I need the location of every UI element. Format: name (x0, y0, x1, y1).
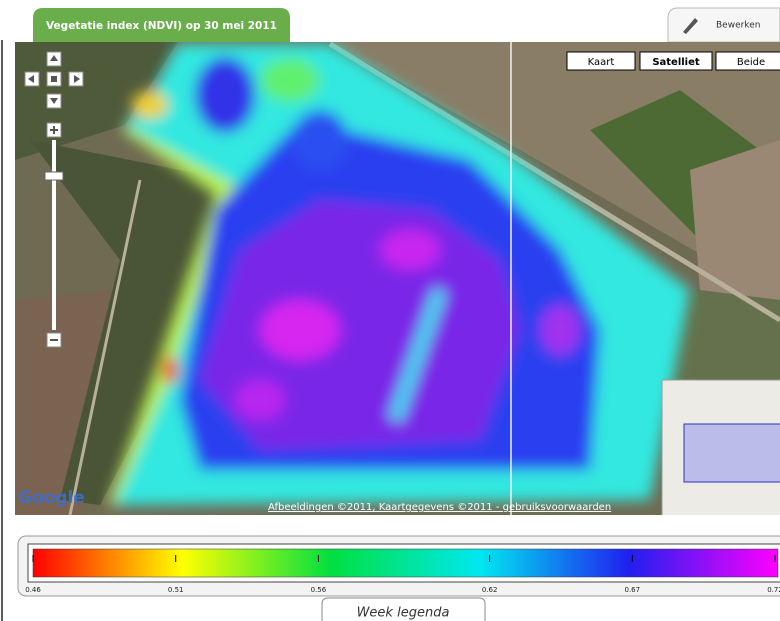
ndvi-zone (195, 57, 255, 133)
legend-tab[interactable] (321, 597, 486, 621)
zoom-thumb[interactable] (44, 171, 64, 181)
road (68, 179, 142, 515)
attribution[interactable]: Afbeeldingen ©2011, Kaartgegevens ©2011 … (268, 502, 611, 513)
legend-tick-label: 0.72 (767, 586, 780, 594)
ndvi-zone (235, 380, 285, 420)
legend-tick-label: 0.56 (311, 586, 327, 594)
legend-tick-label: 0.46 (25, 586, 41, 594)
map-type-label: Satelliet (652, 57, 700, 68)
ndvi-zone (162, 356, 178, 384)
plus-icon (50, 126, 58, 134)
map-type-button[interactable] (639, 51, 713, 71)
ndvi-zone (540, 305, 580, 355)
ndvi-zone (200, 200, 520, 450)
legend-ticks: 0.46 0.51 0.56 0.62 0.67 0.72 (25, 555, 780, 594)
arrow-icon (74, 75, 80, 83)
ndvi-zone (260, 58, 320, 102)
ndvi-zone (292, 110, 348, 170)
ndvi-zone (380, 230, 440, 270)
google-logo: Google (18, 488, 85, 508)
map-type-label: Beide (737, 57, 765, 68)
ndvi-zone (132, 91, 168, 119)
center-icon (51, 76, 57, 82)
ndvi-zone (260, 300, 340, 360)
arrow-icon (50, 98, 58, 104)
arrow-icon (50, 55, 58, 61)
legend-tick-label: 0.51 (168, 586, 184, 594)
legend-tick-label: 0.67 (625, 586, 641, 594)
satellite (660, 290, 780, 380)
satellite (690, 140, 780, 300)
edit-icon (683, 18, 698, 34)
map[interactable]: Google Afbeeldingen ©2011, Kaartgegevens… (15, 42, 780, 520)
pan-control (24, 51, 84, 348)
ndvi-zone (388, 287, 447, 423)
legend-tick-label: 0.62 (482, 586, 498, 594)
arrow-icon (28, 75, 34, 83)
map-type-label: Kaart (588, 57, 615, 68)
legend-gradient (32, 548, 779, 578)
map-type-control: Kaart Satelliet Beide (566, 51, 780, 71)
map-type-button[interactable] (715, 51, 780, 71)
ndvi-overlay (108, 44, 690, 505)
map-type-button[interactable] (566, 51, 636, 71)
legend-title: Week legenda (357, 606, 450, 621)
edit-label: Bewerken (716, 21, 760, 31)
edit-button[interactable] (667, 7, 780, 43)
tab[interactable] (33, 8, 290, 42)
tab-title: Vegetatie index (NDVI) op 30 mei 2011 (46, 20, 277, 32)
satellite (30, 140, 230, 505)
overview-viewport (683, 423, 780, 483)
